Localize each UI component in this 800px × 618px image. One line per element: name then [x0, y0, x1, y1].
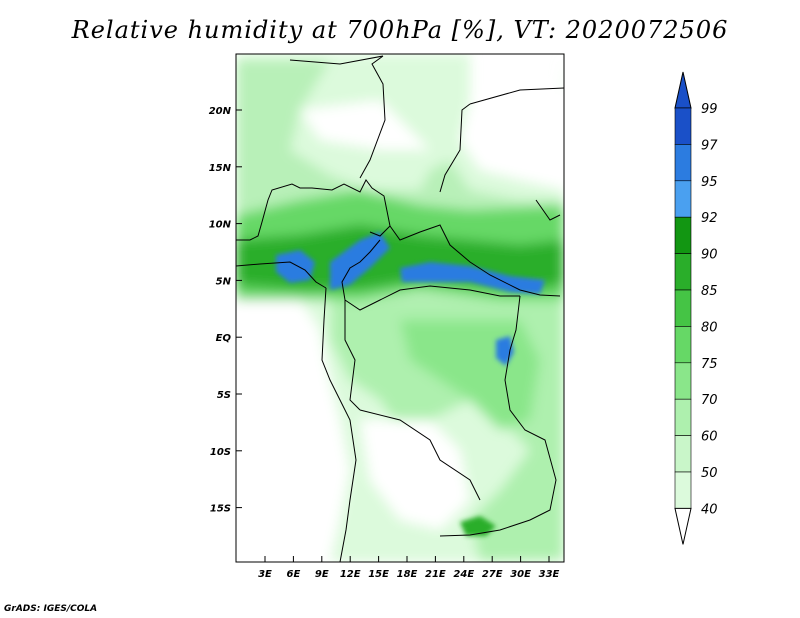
colorbar-level-label: 75	[701, 357, 718, 372]
lon-tick-label: 33E	[539, 569, 560, 580]
lat-tick-label: 20N	[209, 106, 232, 117]
saturated-band-east	[400, 262, 545, 294]
lat-tick-label: 10S	[210, 447, 231, 458]
colorbar-level-label: 80	[701, 320, 718, 335]
colorbar-level-label: 85	[701, 284, 718, 299]
map-title: Relative humidity at 700hPa [%], VT: 202…	[71, 16, 729, 44]
map-frame	[235, 53, 565, 563]
colorbar-level-label: 60	[701, 430, 718, 445]
colorbar-segment	[674, 362, 692, 400]
country-borders	[236, 55, 564, 562]
dry-area-north	[300, 100, 430, 150]
colorbar-segment	[674, 471, 692, 509]
colorbar: 99 97 95 92 90 85 80 75 70 60 50 40	[674, 71, 718, 545]
colorbar-segment	[674, 144, 692, 182]
dry-area-west	[236, 300, 350, 562]
humidity-field	[236, 54, 564, 562]
lat-tick-label: EQ	[216, 333, 232, 344]
lat-tick-label: 10N	[209, 220, 232, 231]
lon-tick-label: 12E	[340, 569, 361, 580]
green-spot-south	[460, 516, 496, 536]
colorbar-segment	[674, 326, 692, 364]
lon-tick-label: 24E	[453, 569, 474, 580]
lon-tick-label: 9E	[315, 569, 329, 580]
lat-tick-label: 5S	[217, 390, 231, 401]
colorbar-level-label: 92	[701, 211, 718, 226]
colorbar-segment	[674, 289, 692, 327]
lat-tick-label: 15S	[210, 504, 231, 515]
lat-tick-label: 5N	[216, 276, 232, 287]
saturated-band-west	[276, 250, 315, 283]
lon-tick-label: 15E	[368, 569, 389, 580]
colorbar-segment	[674, 253, 692, 291]
longitude-axis: 3E 6E 9E 12E 15E 18E 21E 24E 27E 30E 33E	[258, 556, 560, 580]
lon-tick-label: 30E	[510, 569, 531, 580]
colorbar-level-label: 99	[701, 102, 718, 117]
colorbar-segment	[674, 107, 692, 145]
dry-area-south	[360, 420, 470, 530]
colorbar-level-label: 50	[701, 466, 718, 481]
colorbar-level-label: 95	[701, 175, 718, 190]
latitude-axis: 20N 15N 10N 5N EQ 5S 10S 15S	[209, 106, 242, 515]
colorbar-level-label: 70	[701, 393, 718, 408]
saturated-spot-lake	[496, 336, 514, 366]
lon-tick-label: 21E	[425, 569, 446, 580]
colorbar-segment	[674, 435, 692, 473]
colorbar-segment	[674, 398, 692, 436]
lat-tick-label: 15N	[209, 163, 232, 174]
colorbar-bottom-arrow	[674, 507, 692, 545]
lon-tick-label: 18E	[397, 569, 418, 580]
colorbar-level-label: 90	[701, 248, 718, 263]
lon-tick-label: 6E	[287, 569, 301, 580]
colorbar-level-label: 97	[701, 138, 718, 153]
colorbar-segment	[674, 216, 692, 254]
colorbar-segment	[674, 180, 692, 218]
dry-area-northeast	[460, 90, 564, 190]
grads-credit: GrADS: IGES/COLA	[4, 604, 98, 614]
colorbar-top-arrow	[674, 71, 692, 109]
colorbar-level-label: 40	[701, 502, 718, 517]
lon-tick-label: 3E	[258, 569, 272, 580]
lon-tick-label: 27E	[482, 569, 503, 580]
